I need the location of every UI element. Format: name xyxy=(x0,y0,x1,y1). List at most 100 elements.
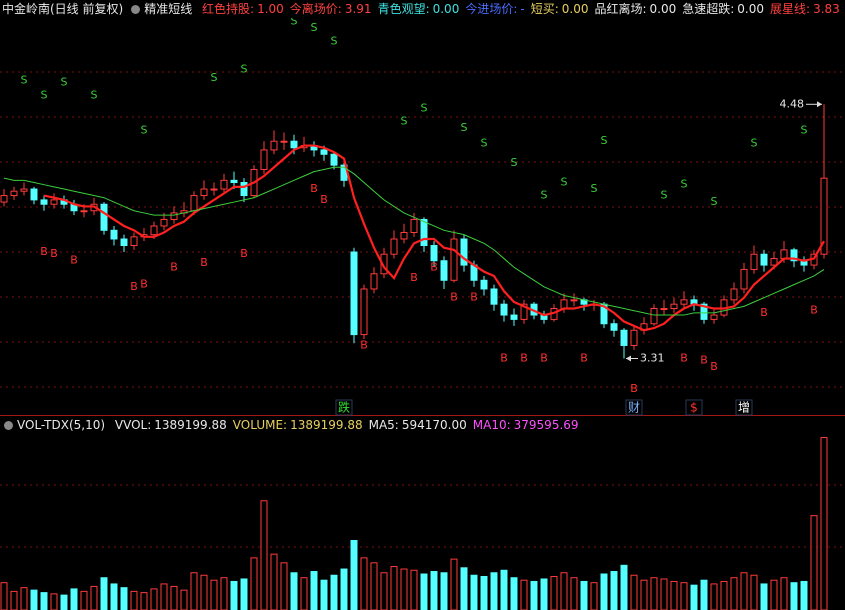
volume-stat-value: 1389199.88 xyxy=(290,418,363,432)
candle-body xyxy=(150,225,158,236)
candle-body xyxy=(380,253,388,275)
candle-body xyxy=(680,299,688,305)
volume-bar xyxy=(700,579,708,610)
candle-body xyxy=(170,212,178,220)
volume-bar xyxy=(300,577,308,610)
candle-body xyxy=(480,279,488,290)
volume-bar xyxy=(280,562,288,610)
stock-title: 中金岭南(日线 前复权) xyxy=(2,2,124,16)
volume-bar xyxy=(630,574,638,610)
candle-body xyxy=(430,245,438,262)
candle-body xyxy=(650,308,658,325)
candle-body xyxy=(20,188,28,192)
volume-bar xyxy=(530,580,538,610)
candle-body xyxy=(490,288,498,305)
indicator-item-name: 急速超跌: xyxy=(682,2,735,16)
indicator-item-name: 展星线: xyxy=(770,2,811,16)
candle-body xyxy=(160,218,168,227)
volume-title[interactable]: VOL-TDX(5,10) xyxy=(17,418,106,432)
volume-bar xyxy=(360,557,368,610)
volume-bar xyxy=(270,553,278,610)
volume-bar xyxy=(610,571,618,610)
volume-bar xyxy=(220,577,228,610)
min-price-label: 3.31 xyxy=(640,352,665,365)
max-price-label: 4.48 xyxy=(780,97,805,110)
volume-bar xyxy=(0,582,8,610)
candle-body xyxy=(210,188,218,191)
buy-signal: B xyxy=(760,306,768,319)
sell-signal: S xyxy=(311,21,318,34)
indicator-item-value: 0.00 xyxy=(649,2,677,16)
volume-bar xyxy=(450,558,458,610)
candle-body xyxy=(0,195,8,203)
annotation-arrowhead xyxy=(817,101,822,108)
indicator-item-name: 青色观望: xyxy=(377,2,430,16)
volume-bar xyxy=(780,577,788,610)
candle-body xyxy=(280,140,288,143)
volume-bar xyxy=(500,569,508,610)
buy-signal: B xyxy=(70,254,78,267)
buy-signal: B xyxy=(540,352,548,365)
candle-body xyxy=(40,199,48,205)
event-label: 跌 xyxy=(338,400,350,415)
event-label: 财 xyxy=(628,401,640,415)
volume-bar xyxy=(560,572,568,610)
sell-signal: S xyxy=(751,136,758,149)
sell-signal: S xyxy=(681,178,688,191)
candle-body xyxy=(750,253,758,270)
candle-body xyxy=(100,203,108,231)
buy-signal: B xyxy=(430,260,438,273)
buy-signal: B xyxy=(680,352,688,365)
volume-bar xyxy=(140,592,148,610)
volume-bar xyxy=(50,593,58,610)
volume-bar xyxy=(820,437,828,610)
sell-signal: S xyxy=(511,156,518,169)
candle-body xyxy=(660,308,668,311)
candle-body xyxy=(330,153,338,166)
volume-bar xyxy=(260,500,268,610)
sell-signal: S xyxy=(591,182,598,195)
candle-body xyxy=(350,251,358,336)
event-label: $ xyxy=(690,401,698,415)
candle-body xyxy=(290,140,298,149)
sell-signal: S xyxy=(211,71,218,84)
volume-bar xyxy=(420,573,428,610)
volume-bar xyxy=(600,573,608,610)
candle-body xyxy=(700,303,708,320)
candle-body xyxy=(620,329,628,346)
sell-signal: S xyxy=(421,102,428,115)
buy-signal: B xyxy=(810,304,818,317)
indicator-item-value: 0.00 xyxy=(561,2,589,16)
volume-bar xyxy=(710,583,718,610)
candle-body xyxy=(200,188,208,197)
sell-signal: S xyxy=(561,176,568,189)
sell-signal: S xyxy=(21,73,28,86)
sell-signal: S xyxy=(291,15,298,28)
buy-signal: B xyxy=(630,382,638,395)
indicator-item-value: 1.00 xyxy=(257,2,284,16)
volume-bar xyxy=(510,577,518,610)
candle-body xyxy=(240,182,248,197)
buy-signal: B xyxy=(450,291,458,304)
volume-stat-name: VOLUME: xyxy=(232,418,288,432)
sell-signal: S xyxy=(601,134,608,147)
indicator-name[interactable]: 精准短线 xyxy=(144,2,193,16)
event-label: 增 xyxy=(738,401,750,415)
candle-body xyxy=(260,149,268,170)
sell-signal: S xyxy=(91,89,98,102)
volume-bar xyxy=(310,571,318,610)
sell-signal: S xyxy=(801,123,808,136)
event-box xyxy=(685,399,703,416)
volume-bar xyxy=(760,583,768,610)
sell-signal: S xyxy=(61,76,68,89)
candle-body xyxy=(730,288,738,301)
candle-body xyxy=(230,179,238,184)
volume-bar xyxy=(800,580,808,610)
volume-bar xyxy=(400,568,408,610)
volume-bar xyxy=(750,574,758,610)
volume-bar xyxy=(680,582,688,610)
volume-stat-value: 1389199.88 xyxy=(154,418,227,432)
volume-bar xyxy=(390,566,398,610)
buy-signal: B xyxy=(320,193,328,206)
